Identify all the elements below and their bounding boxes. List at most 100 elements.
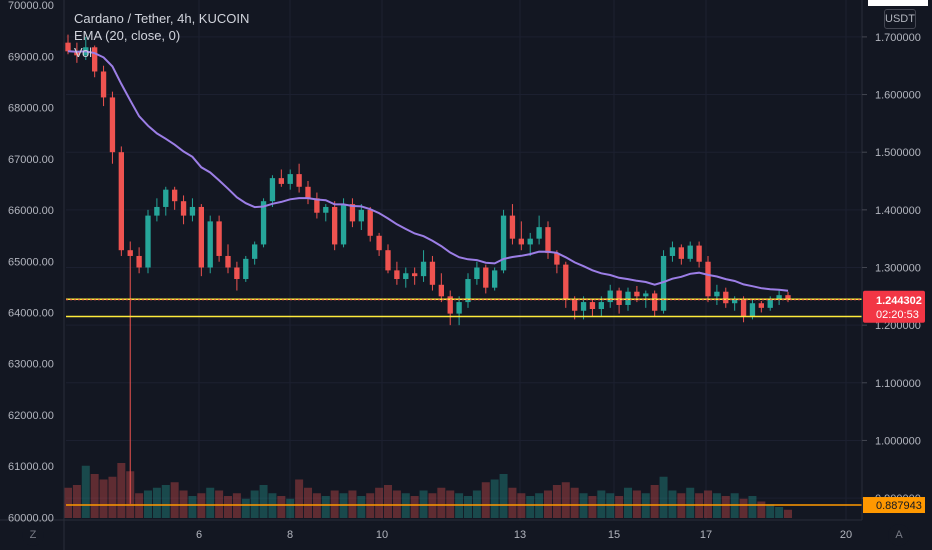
- volume-bar: [179, 490, 188, 518]
- price-tags: 1.244302 02:20:53 0.887943: [863, 290, 925, 514]
- volume-bars: [64, 463, 792, 518]
- volume-bar: [375, 487, 384, 518]
- candle-body: [74, 51, 80, 56]
- volume-bar: [188, 496, 197, 518]
- chart-legend: Cardano / Tether, 4h, KUCOIN EMA (20, cl…: [74, 10, 249, 61]
- candle-body: [180, 201, 187, 216]
- current-price-tag: [863, 290, 925, 323]
- candle-body: [732, 299, 738, 304]
- volume-bar: [99, 479, 108, 518]
- left-tick-label: 62000.00: [8, 410, 54, 422]
- volume-bar: [508, 487, 517, 518]
- volume-bar: [552, 485, 561, 518]
- volume-bar: [624, 487, 632, 518]
- chart-grid: [66, 0, 862, 520]
- volume-bar: [304, 487, 312, 518]
- volume-bar: [64, 487, 72, 518]
- time-tick-label: 10: [376, 529, 388, 541]
- volume-bar: [632, 490, 641, 518]
- candle-body: [536, 227, 542, 239]
- volume-bar: [215, 490, 224, 518]
- candle-body: [447, 296, 453, 314]
- candle-body: [323, 206, 329, 213]
- volume-bar: [561, 482, 570, 518]
- volume-bar: [775, 507, 784, 518]
- volume-bar: [544, 490, 552, 518]
- candle-body: [234, 267, 240, 280]
- candle-body: [598, 302, 604, 310]
- candle-body: [420, 261, 427, 277]
- candle-body: [100, 71, 107, 98]
- current-price-value: 1.244302: [876, 295, 922, 307]
- candle-body: [776, 295, 782, 300]
- top-bar-strip: [868, 0, 928, 6]
- volume-bar: [295, 479, 304, 518]
- candle-body: [349, 204, 356, 222]
- candle-body: [145, 215, 151, 268]
- candle-body: [385, 250, 391, 271]
- countdown-value: 02:20:53: [876, 309, 919, 321]
- volume-bar: [446, 490, 455, 518]
- currency-button[interactable]: USDT: [884, 9, 916, 29]
- ema-legend[interactable]: EMA (20, close, 0): [74, 28, 181, 43]
- volume-bar: [668, 490, 677, 518]
- ema-line: [67, 50, 789, 292]
- volume-bar: [241, 498, 250, 518]
- candle-body: [669, 247, 676, 256]
- volume-bar: [117, 463, 126, 518]
- candle-body: [332, 206, 338, 245]
- candle-body: [198, 206, 204, 268]
- candle-body: [154, 206, 160, 216]
- candle-body: [358, 209, 364, 222]
- candle-body: [305, 186, 311, 199]
- right-price-axis: 1.700000 1.600000 1.500000 1.400000 1.300000…: [862, 32, 921, 505]
- candle-body: [589, 302, 596, 310]
- candle-body: [687, 245, 693, 259]
- left-tick-label: 65000.00: [8, 256, 54, 268]
- candle-body: [492, 270, 498, 288]
- candle-body: [634, 291, 640, 297]
- candle-body: [758, 303, 764, 308]
- candlesticks: [65, 34, 791, 504]
- candle-body: [438, 284, 444, 297]
- candle-body: [118, 152, 124, 251]
- volume-bar: [72, 485, 81, 518]
- right-tick-label: 1.500000: [875, 147, 921, 159]
- candle-body: [723, 291, 729, 304]
- volume-bar: [766, 504, 775, 518]
- orange-level-value: 0.887943: [876, 500, 922, 512]
- candle-body: [456, 302, 462, 314]
- zoom-button[interactable]: Z: [22, 524, 44, 546]
- candle-body: [92, 47, 98, 72]
- candle-body: [705, 261, 711, 297]
- candle-body: [269, 178, 276, 202]
- candle-body: [678, 247, 684, 259]
- candle-body: [740, 299, 747, 317]
- volume-bar: [490, 479, 499, 518]
- candle-body: [412, 273, 418, 277]
- right-tick-label: 1.700000: [875, 32, 921, 44]
- candle-body: [127, 250, 133, 256]
- candle-body: [652, 293, 658, 311]
- volume-bar: [757, 501, 766, 518]
- volume-bar: [81, 465, 90, 518]
- left-tick-label: 63000.00: [8, 359, 54, 371]
- auto-scale-button[interactable]: A: [888, 524, 910, 546]
- candle-body: [216, 221, 222, 256]
- candle-body: [474, 267, 480, 280]
- left-tick-label: 70000.00: [8, 0, 54, 12]
- candle-body: [643, 293, 649, 297]
- symbol-title[interactable]: Cardano / Tether, 4h, KUCOIN: [74, 11, 250, 26]
- candle-body: [403, 273, 409, 280]
- volume-bar: [90, 474, 99, 518]
- volume-legend[interactable]: Vol: [74, 45, 93, 60]
- volume-bar: [686, 487, 695, 518]
- volume-bar: [286, 498, 295, 518]
- time-tick-label: 6: [196, 529, 202, 541]
- candle-body: [189, 206, 196, 216]
- candle-body: [696, 245, 702, 262]
- time-tick-label: 20: [840, 529, 852, 541]
- candle-body: [483, 267, 489, 288]
- volume-bar: [224, 496, 232, 518]
